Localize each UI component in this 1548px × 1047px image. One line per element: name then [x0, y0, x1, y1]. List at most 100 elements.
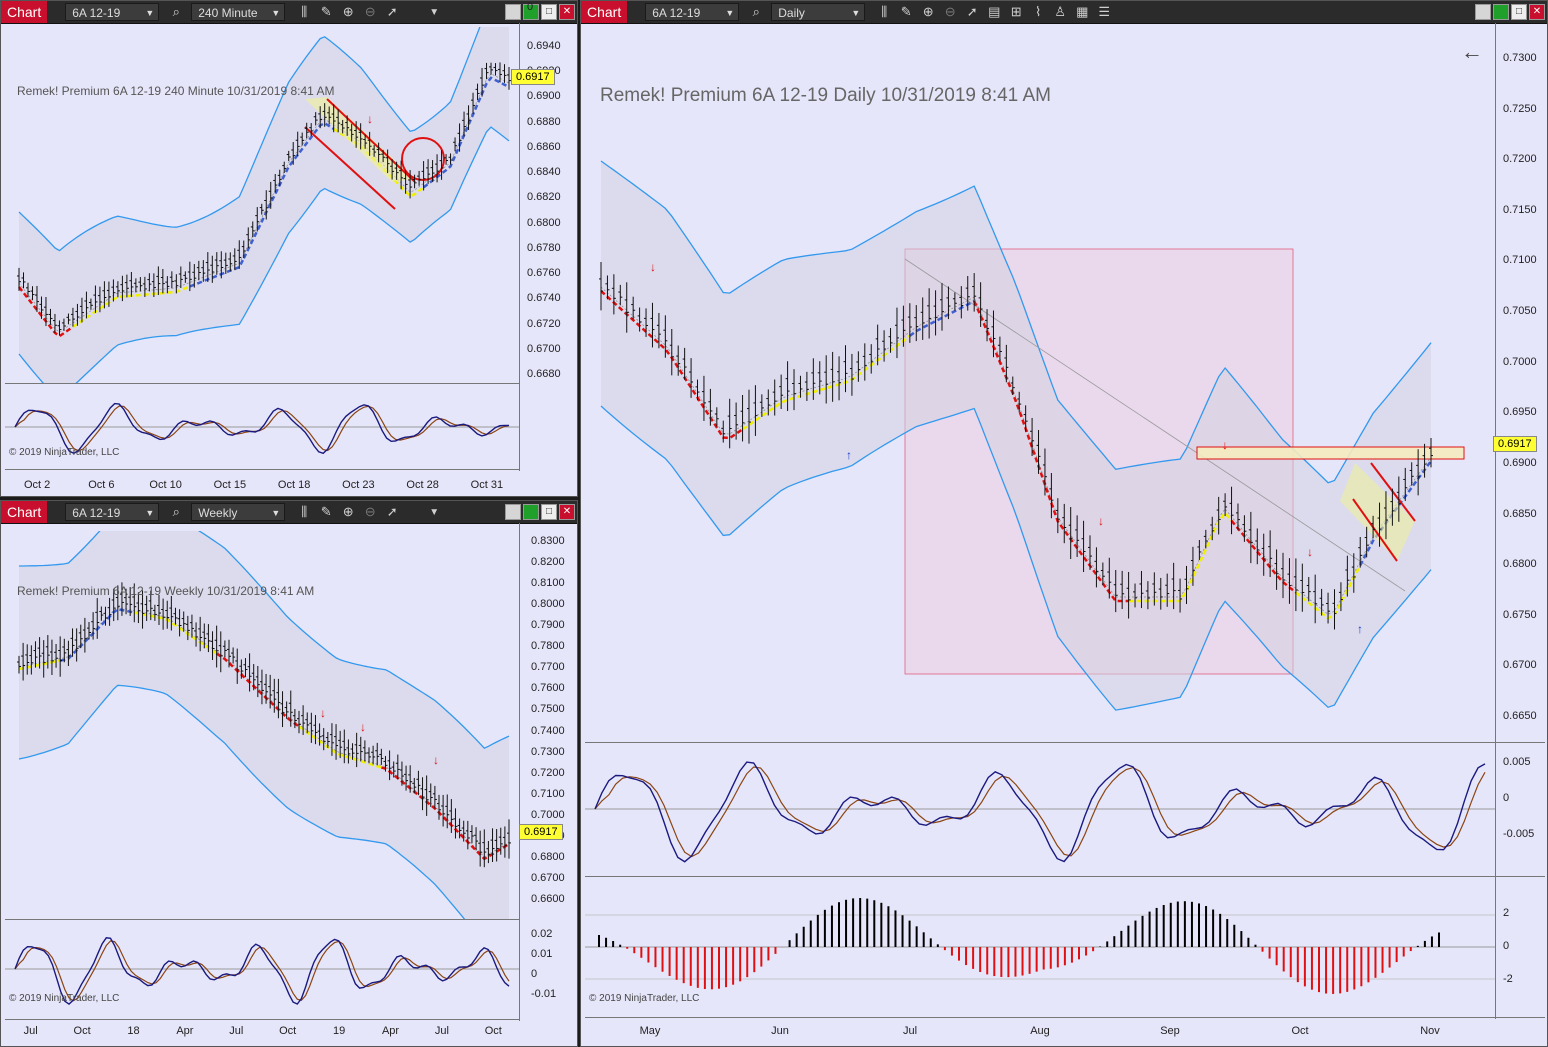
strategies-icon[interactable]: ♙ [1054, 4, 1067, 19]
properties-icon[interactable]: ▤ [988, 4, 1001, 19]
close-icon[interactable]: ✕ [559, 504, 575, 520]
oscillator-panel[interactable]: © 2019 NinjaTrader, LLC [5, 385, 519, 469]
trend-line [741, 334, 911, 431]
last-price-tag: 0.6917 [511, 69, 555, 85]
chart-menu-button[interactable]: Chart [1, 1, 48, 23]
oscillator-svg [5, 937, 519, 1005]
minimize-icon[interactable] [505, 504, 521, 520]
price-axis-label: 0.8300 [531, 535, 565, 547]
pointer-icon[interactable]: ➚ [966, 4, 978, 19]
time-axis-label: Oct [279, 1025, 297, 1037]
interval-select[interactable]: 240 Minute ▼ [191, 3, 286, 21]
chart-toolbar: Chart 6A 12-19 ▼ ⌕ Daily ▼ ⫼ ✎ ⊕ ⊖ ➚ ▤ ⊞ ⌇… [581, 1, 1547, 24]
price-chart-svg: ↓ [17, 27, 511, 383]
zoom-in-icon[interactable]: ⊕ [922, 4, 934, 19]
panel-divider [5, 469, 519, 470]
pointer-icon[interactable]: ➚ [386, 504, 398, 519]
chart-title: Remek! Premium 6A 12-19 240 Minute 10/31… [17, 84, 335, 98]
instrument-select[interactable]: 6A 12-19 ▼ [65, 3, 160, 21]
price-axis-label: 0.6750 [1503, 608, 1537, 621]
maximize-icon[interactable]: □ [1511, 4, 1527, 20]
histogram-axis-label: 0 [1503, 940, 1510, 952]
search-icon[interactable]: ⌕ [752, 4, 760, 19]
time-axis-label: Apr [176, 1025, 194, 1037]
oscillator-panel[interactable] [585, 743, 1495, 875]
zoom-out-icon[interactable]: ⊖ [364, 4, 376, 19]
bars-icon[interactable]: ⫼ [881, 4, 888, 19]
back-arrow-icon[interactable]: ← [1461, 39, 1483, 64]
time-axis-label: Jul [23, 1025, 38, 1037]
pencil-icon[interactable]: ✎ [320, 504, 332, 519]
price-axis-label: 0.6600 [531, 893, 565, 905]
time-axis-label: Oct 18 [277, 479, 311, 491]
price-axis-label: 0.7600 [531, 682, 565, 695]
price-axis-label: 0.6800 [527, 216, 561, 229]
midline [18, 606, 510, 858]
instrument-select[interactable]: 6A 12-19 ▼ [645, 3, 740, 21]
down-arrow-marker: ↓ [650, 260, 656, 274]
time-axis-label: 18 [127, 1025, 140, 1037]
search-icon[interactable]: ⌕ [172, 504, 180, 519]
bars-icon[interactable]: ⫼ [301, 4, 308, 19]
minimize-icon[interactable] [505, 4, 521, 20]
close-icon[interactable]: ✕ [1529, 4, 1545, 20]
interval-select[interactable]: Daily ▼ [771, 3, 866, 21]
list-icon[interactable]: ☰ [1098, 4, 1111, 19]
price-panel[interactable]: ↓ Remek! Premium 6A 12-19 240 Minute 10/… [5, 27, 519, 383]
link-icon[interactable] [1493, 4, 1509, 20]
price-axis-label: 0.6950 [1503, 406, 1537, 419]
zoom-in-icon[interactable]: ⊕ [342, 4, 354, 19]
maximize-icon[interactable]: □ [541, 4, 557, 20]
pointer-icon[interactable]: ➚ [386, 4, 398, 19]
lower-band-line [18, 684, 466, 919]
panel-divider [5, 383, 519, 384]
price-axis-label: 0.7100 [1503, 254, 1537, 267]
bars-icon[interactable]: ⫼ [301, 504, 308, 519]
pencil-icon[interactable]: ✎ [320, 4, 332, 19]
dropdown-icon[interactable]: ▼ [429, 6, 440, 18]
price-axis-label: 0.6740 [527, 292, 561, 305]
price-axis-label: 0.7500 [531, 703, 565, 716]
price-axis-label: 0.6700 [531, 871, 565, 884]
price-axis-label: 0.6940 [527, 40, 561, 52]
chart-menu-button[interactable]: Chart [581, 1, 628, 23]
price-axis-label: 0.6700 [1503, 659, 1537, 672]
templates-icon[interactable]: ▦ [1076, 4, 1089, 19]
price-axis-label: 0.7250 [1503, 102, 1537, 115]
chart-menu-button[interactable]: Chart [1, 501, 48, 523]
histogram-panel[interactable]: © 2019 NinjaTrader, LLC [585, 877, 1495, 1015]
dropdown-icon[interactable]: ▼ [429, 506, 440, 518]
maximize-icon[interactable]: □ [541, 504, 557, 520]
link-icon[interactable] [523, 4, 539, 20]
time-axis-label: Jul [434, 1025, 449, 1037]
channel-top-line [304, 126, 396, 210]
price-axis-label: 0.6900 [527, 90, 561, 103]
up-arrow-marker: ↑ [846, 448, 852, 462]
instrument-select[interactable]: 6A 12-19 ▼ [65, 503, 160, 521]
chart-window-daily: Chart 6A 12-19 ▼ ⌕ Daily ▼ ⫼ ✎ ⊕ ⊖ ➚ ▤ ⊞ ⌇… [580, 0, 1548, 1047]
interval-select[interactable]: Weekly ▼ [191, 503, 286, 521]
midline [18, 73, 510, 333]
last-price-tag: 0.6917 [519, 824, 563, 840]
oscillator-axis-label: 0 [531, 968, 538, 980]
price-axis-label: 0.7400 [531, 724, 565, 737]
zoom-out-icon[interactable]: ⊖ [364, 504, 376, 519]
indicators-icon[interactable]: ⌇ [1035, 4, 1042, 19]
price-axis-label: 0.6900 [1503, 456, 1537, 469]
zoom-in-icon[interactable]: ⊕ [342, 504, 354, 519]
oscillator-axis-label: 0 [1503, 792, 1510, 804]
zoom-out-icon[interactable]: ⊖ [944, 4, 956, 19]
price-panel[interactable]: ↓ ↓ ↓ Remek! Premium 6A 12-19 Weekly 10/31… [5, 531, 519, 919]
chart-window-weekly: Chart 6A 12-19 ▼ ⌕ Weekly ▼ ⫼ ✎ ⊕ ⊖ ➚ ▼ □ … [0, 500, 578, 1047]
price-panel[interactable]: ↓ ↓ ↓ ↓ ↑ ↑ Remek! Premium 6A 12-19 Daily 10/… [585, 31, 1495, 741]
close-icon[interactable]: ✕ [559, 4, 575, 20]
link-icon[interactable] [523, 504, 539, 520]
oscillator-panel[interactable]: © 2019 NinjaTrader, LLC [5, 921, 519, 1017]
price-axis-label: 0.8100 [531, 577, 565, 590]
pencil-icon[interactable]: ✎ [900, 4, 912, 19]
data-box-icon[interactable]: ⊞ [1010, 4, 1022, 19]
minimize-icon[interactable] [1475, 4, 1491, 20]
oscillator-signal-line [14, 940, 510, 1002]
search-icon[interactable]: ⌕ [172, 4, 180, 19]
trend-line [215, 652, 300, 728]
